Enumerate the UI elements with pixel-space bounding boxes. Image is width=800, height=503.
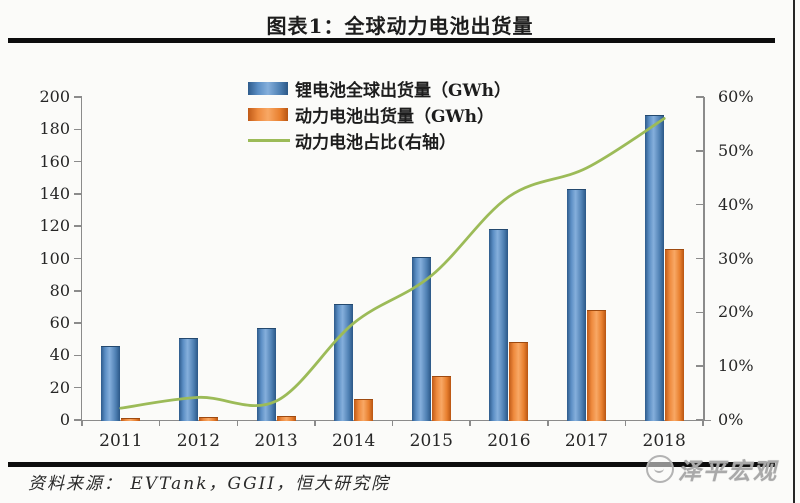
y-axis-left-tick bbox=[74, 290, 82, 292]
bar-lithium-2015 bbox=[411, 256, 431, 421]
y-axis-left-tick bbox=[74, 354, 82, 357]
y-axis-left-label: 200 bbox=[39, 87, 70, 106]
x-axis-tick bbox=[81, 420, 83, 426]
y-axis-left-tick bbox=[74, 96, 82, 98]
bar-power-2018 bbox=[664, 248, 684, 421]
y-axis-left-label: 20 bbox=[49, 377, 70, 397]
bar-power-2013 bbox=[276, 415, 296, 421]
x-axis-label-2016: 2016 bbox=[487, 431, 531, 451]
y-axis-right-label: 40% bbox=[718, 194, 754, 214]
y-axis-right-tick bbox=[696, 257, 704, 260]
watermark-logo-icon bbox=[646, 455, 674, 483]
bar-lithium-2013 bbox=[256, 327, 276, 421]
x-axis-tick bbox=[547, 420, 549, 426]
x-axis-tick bbox=[236, 420, 238, 426]
x-axis-label-2014: 2014 bbox=[332, 431, 376, 451]
y-axis-right-tick bbox=[696, 96, 704, 98]
bar-power-2011 bbox=[121, 418, 141, 421]
legend-item-0: 锂电池全球出货量（GWh） bbox=[248, 75, 511, 101]
y-axis-right-label: 20% bbox=[718, 302, 754, 322]
bar-power-2012 bbox=[198, 416, 218, 421]
x-axis-tick bbox=[314, 420, 316, 426]
bar-lithium-2018 bbox=[644, 114, 664, 421]
y-axis-left-tick bbox=[74, 193, 82, 195]
x-axis-line bbox=[80, 419, 711, 422]
x-axis-label-2015: 2015 bbox=[409, 431, 453, 451]
watermark: 泽平宏观 bbox=[646, 452, 778, 486]
y-axis-right-tick bbox=[696, 203, 704, 206]
x-axis-tick bbox=[624, 420, 627, 426]
y-axis-left-tick bbox=[74, 257, 82, 260]
page-title: 图表1：全球动力电池出货量 bbox=[266, 14, 534, 38]
x-axis-tick bbox=[158, 420, 161, 426]
bar-lithium-2016 bbox=[489, 229, 509, 421]
y-axis-left-tick bbox=[74, 419, 82, 421]
y-axis-left-tick bbox=[74, 386, 82, 389]
y-axis-right-tick bbox=[696, 419, 704, 421]
x-axis-label-2018: 2018 bbox=[642, 431, 686, 451]
bar-lithium-2017 bbox=[567, 189, 587, 421]
bar-lithium-2011 bbox=[101, 345, 121, 421]
x-axis-tick bbox=[702, 420, 704, 426]
y-axis-left-label: 80 bbox=[49, 280, 70, 300]
y-axis-right-tick bbox=[696, 311, 704, 314]
bar-lithium-2012 bbox=[178, 337, 198, 421]
y-axis-right-tick bbox=[696, 150, 704, 152]
x-axis-label-2017: 2017 bbox=[564, 431, 609, 451]
bar-power-2017 bbox=[587, 310, 607, 421]
right-edge-line bbox=[793, 0, 795, 503]
bottom-divider bbox=[8, 462, 775, 467]
bar-power-2015 bbox=[431, 376, 451, 421]
y-axis-left-label: 100 bbox=[39, 248, 70, 268]
x-axis-label-2012: 2012 bbox=[176, 431, 221, 451]
source-note: 资料来源： EVTank，GGII，恒大研究院 bbox=[28, 474, 391, 494]
y-axis-left-label: 140 bbox=[39, 183, 70, 203]
y-axis-left-label: 60 bbox=[49, 313, 70, 333]
y-axis-right-label: 0% bbox=[718, 410, 744, 429]
legend-label: 锂电池全球出货量（GWh） bbox=[295, 80, 511, 101]
y-axis-left-tick bbox=[74, 225, 82, 227]
y-axis-right-label: 10% bbox=[718, 356, 754, 376]
y-axis-left-label: 0 bbox=[59, 410, 70, 429]
bar-power-2014 bbox=[354, 399, 374, 421]
x-axis-label-2013: 2013 bbox=[254, 431, 298, 451]
y-axis-right-label: 60% bbox=[718, 87, 754, 106]
y-axis-left-tick bbox=[74, 160, 82, 163]
top-divider bbox=[8, 38, 775, 43]
y-axis-left-tick bbox=[74, 322, 82, 324]
bar-power-2016 bbox=[509, 341, 529, 421]
y-axis-right-label: 30% bbox=[718, 248, 754, 268]
y-axis-left-label: 180 bbox=[39, 119, 70, 139]
y-axis-left-tick bbox=[74, 128, 82, 131]
x-axis-tick bbox=[469, 420, 471, 426]
y-axis-right-tick bbox=[696, 365, 704, 367]
watermark-text: 泽平宏观 bbox=[678, 458, 778, 485]
y-axis-right-label: 50% bbox=[718, 140, 754, 160]
legend-swatch-bar-icon bbox=[248, 81, 288, 95]
x-axis-tick bbox=[391, 420, 394, 426]
y-axis-left-label: 120 bbox=[39, 216, 70, 236]
x-axis-label-2011: 2011 bbox=[99, 431, 143, 451]
y-axis-left-label: 160 bbox=[39, 151, 70, 171]
bar-lithium-2014 bbox=[334, 303, 354, 421]
y-axis-left-label: 40 bbox=[49, 345, 70, 365]
